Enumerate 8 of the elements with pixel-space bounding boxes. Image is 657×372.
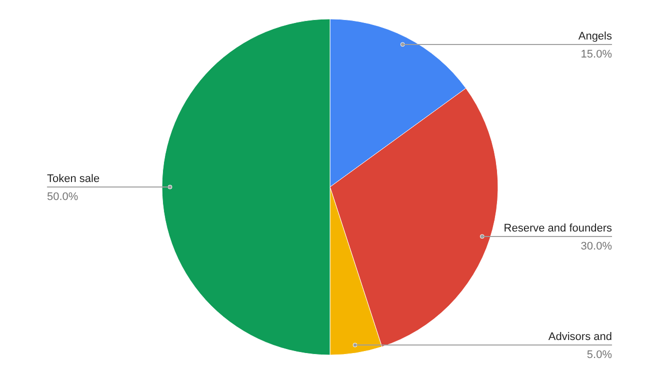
slice-label: Advisors and [548, 331, 612, 344]
data-label: 30.0% [580, 240, 612, 252]
slice-label: Angels [578, 30, 612, 42]
data-label: 5.0% [586, 349, 612, 362]
data-label: 15.0% [580, 48, 612, 60]
data-label: 50.0% [47, 191, 78, 203]
slice-label: Reserve and founders [504, 222, 612, 234]
slice-label: Token sale [47, 173, 100, 185]
